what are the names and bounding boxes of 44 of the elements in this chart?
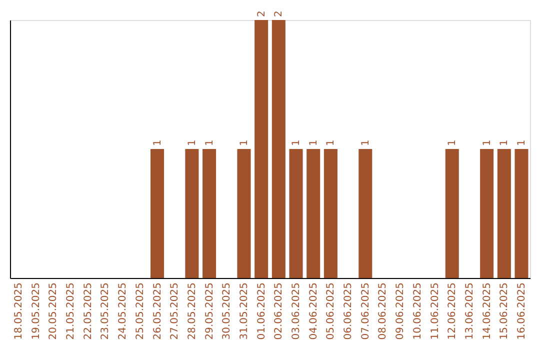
data-label: 1 <box>204 140 216 146</box>
x-tick-label: 30.05.2025 <box>222 282 233 340</box>
x-tick-label: 09.06.2025 <box>395 282 406 340</box>
x-tick-label: 31.05.2025 <box>238 282 250 340</box>
data-label: 1 <box>291 140 302 146</box>
x-tick-label: 12.06.2025 <box>447 282 458 340</box>
data-label: 1 <box>238 140 250 146</box>
data-label: 1 <box>326 140 337 146</box>
x-tick-label: 10.06.2025 <box>412 282 424 340</box>
data-label: 1 <box>360 140 372 146</box>
x-tick-label: 27.05.2025 <box>170 282 181 340</box>
data-label: 1 <box>152 140 164 146</box>
data-label: 1 <box>499 140 510 146</box>
x-tick-label: 28.05.2025 <box>186 282 198 340</box>
x-tick-label: 23.05.2025 <box>100 282 112 340</box>
x-tick-label: 25.05.2025 <box>134 282 146 340</box>
x-tick-label: 21.05.2025 <box>66 282 77 340</box>
x-tick-label: 01.06.2025 <box>256 282 268 340</box>
data-label: 2 <box>274 10 285 17</box>
data-label: 2 <box>256 10 268 17</box>
x-tick-label: 18.05.2025 <box>14 282 24 340</box>
x-tick-label: 15.06.2025 <box>499 282 510 340</box>
data-label: 1 <box>447 140 458 146</box>
x-tick-label: 03.06.2025 <box>291 282 302 340</box>
x-tick-label: 22.05.2025 <box>82 282 94 340</box>
data-label: 1 <box>308 140 320 146</box>
x-tick-label: 07.06.2025 <box>360 282 372 340</box>
x-tick-label: 05.06.2025 <box>326 282 337 340</box>
x-tick-label: 06.06.2025 <box>343 282 354 340</box>
x-tick-label: 08.06.2025 <box>378 282 389 340</box>
x-tick-label: 14.06.2025 <box>482 282 493 340</box>
x-tick-label: 13.06.2025 <box>464 282 476 340</box>
x-tick-label: 02.06.2025 <box>274 282 285 340</box>
x-tick-label: 26.05.2025 <box>152 282 164 340</box>
x-tick-label: 24.05.2025 <box>118 282 129 340</box>
x-tick-label: 19.05.2025 <box>30 282 42 340</box>
data-label: 1 <box>186 140 198 146</box>
data-label: 1 <box>482 140 493 146</box>
data-label: 1 <box>516 140 528 146</box>
x-tick-label: 20.05.2025 <box>48 282 60 340</box>
x-tick-label: 04.06.2025 <box>308 282 320 340</box>
x-tick-label: 11.06.2025 <box>430 282 441 340</box>
x-tick-label: 29.05.2025 <box>204 282 216 340</box>
x-tick-label: 16.06.2025 <box>516 282 528 340</box>
